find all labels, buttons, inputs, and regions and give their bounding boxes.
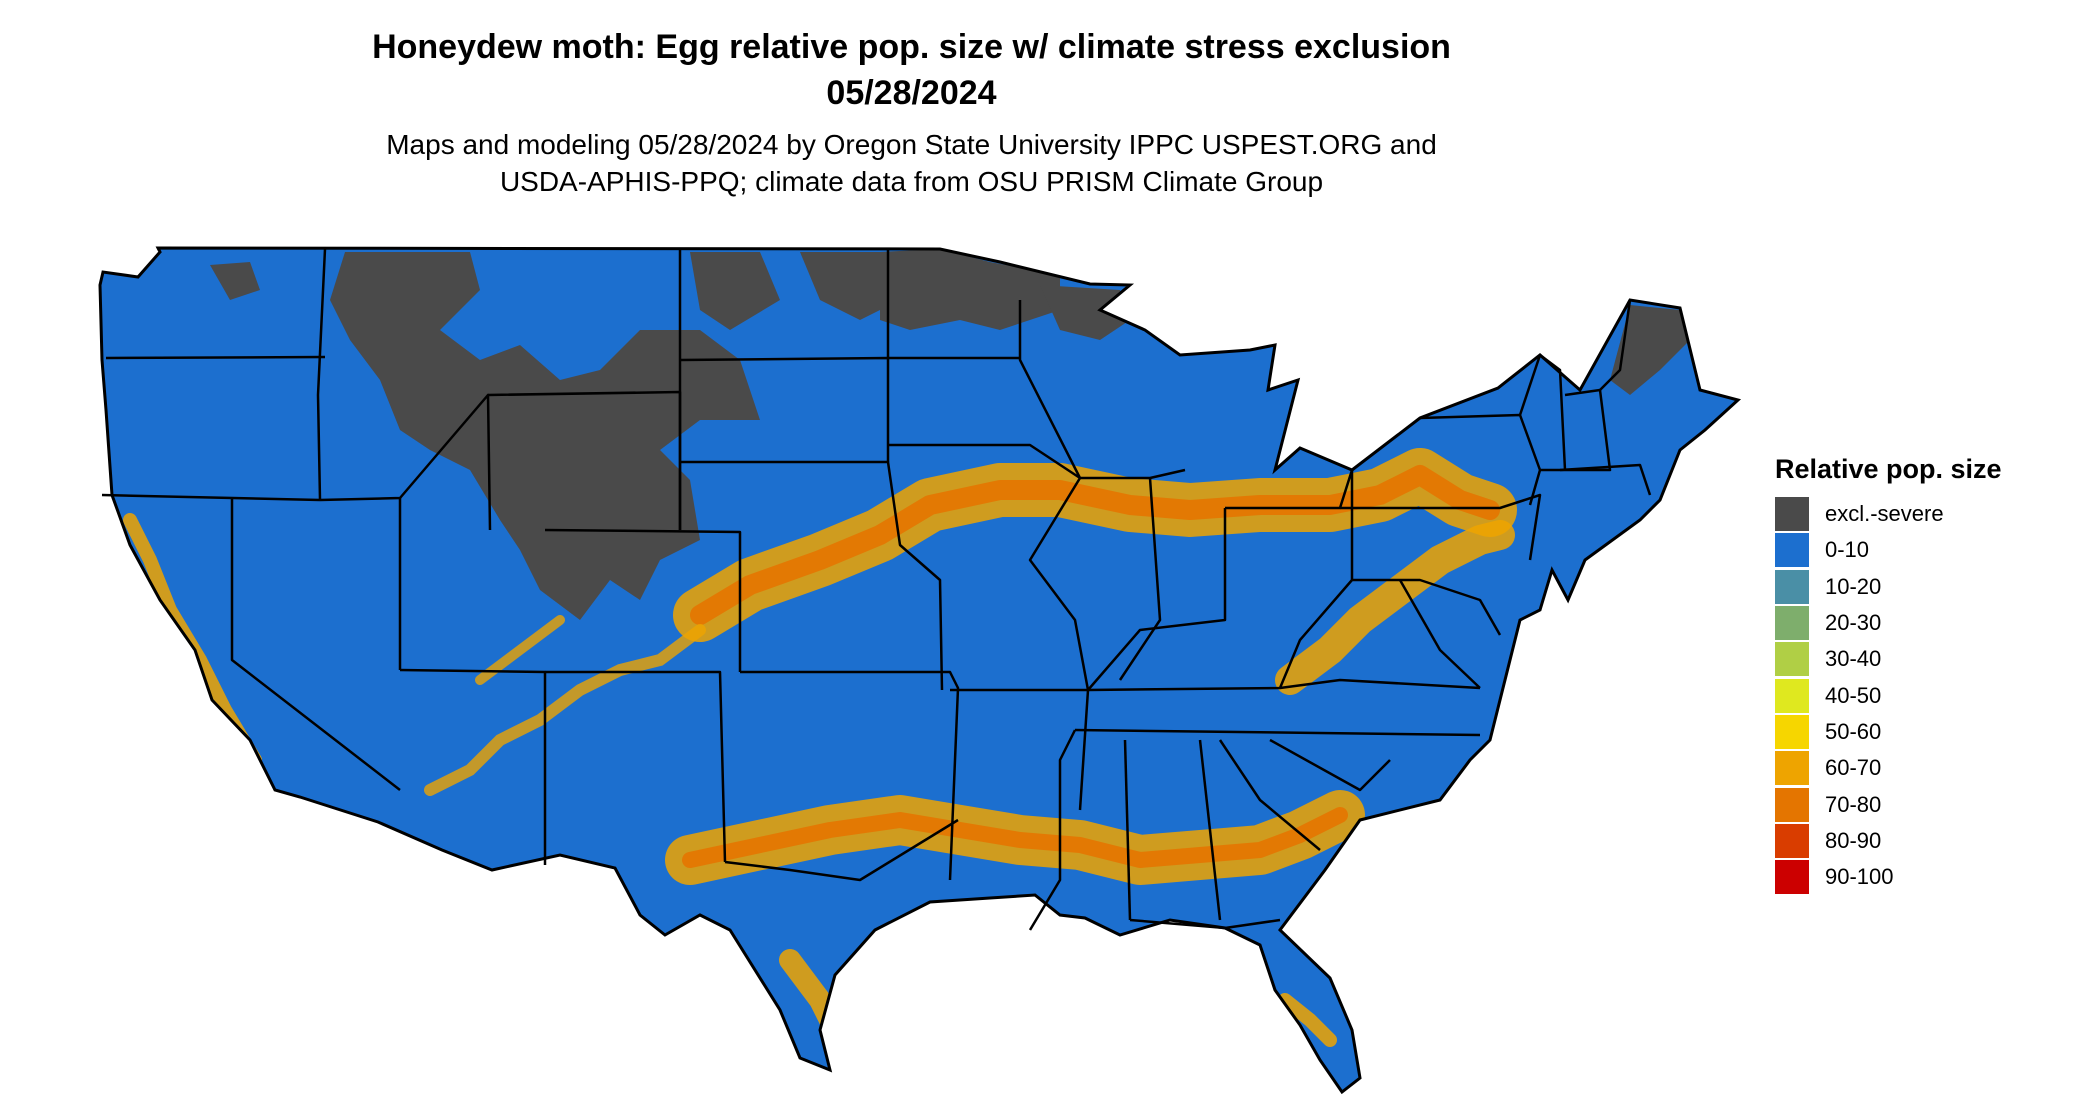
legend-swatch — [1775, 678, 1809, 713]
us-map — [98, 246, 1740, 1094]
legend-item: 20-30 — [1775, 605, 2075, 641]
legend-swatch — [1775, 642, 1809, 677]
legend-item: 60-70 — [1775, 750, 2075, 786]
state-boundaries — [101, 248, 1652, 931]
subtitle-line-2: USDA-APHIS-PPQ; climate data from OSU PR… — [499, 166, 1324, 197]
legend-item: 40-50 — [1775, 677, 2075, 713]
legend-item: 30-40 — [1775, 641, 2075, 677]
legend-label: 80-90 — [1825, 827, 1882, 853]
legend-swatch — [1775, 787, 1809, 822]
legend-label: 50-60 — [1825, 718, 1882, 744]
legend-label: 30-40 — [1825, 646, 1882, 672]
legend-items: excl.-severe 0-10 10-20 20-30 30-40 40-50 50-6… — [1775, 496, 2075, 895]
legend-swatch — [1775, 823, 1809, 858]
habitat-band-appalachian — [1275, 520, 1515, 695]
legend-label: 10-20 — [1825, 573, 1882, 599]
legend-swatch — [1775, 751, 1809, 786]
habitat-band-florida — [1278, 993, 1337, 1047]
title-line-1: Honeydew moth: Egg relative pop. size w/… — [372, 28, 1451, 66]
legend-swatch — [1775, 714, 1809, 749]
subtitle-line-1: Maps and modeling 05/28/2024 by Oregon S… — [386, 129, 1437, 160]
legend-item: 10-20 — [1775, 569, 2075, 605]
excluded-areas — [210, 249, 1690, 620]
legend-swatch — [1775, 860, 1809, 895]
habitat-band-southwest — [424, 624, 706, 796]
legend-item: 50-60 — [1775, 714, 2075, 750]
legend: Relative pop. size excl.-severe 0-10 10-20… — [1775, 452, 2075, 895]
legend-item: 90-100 — [1775, 859, 2075, 895]
legend-swatch — [1775, 606, 1809, 641]
legend-item: 70-80 — [1775, 786, 2075, 822]
habitat-band-south-core — [682, 807, 1348, 868]
map-title: Honeydew moth: Egg relative pop. size w/… — [0, 24, 1823, 116]
legend-label: 20-30 — [1825, 610, 1882, 636]
legend-title: Relative pop. size — [1775, 454, 2002, 484]
habitat-band-utah — [475, 615, 565, 685]
legend-label: 40-50 — [1825, 682, 1882, 708]
legend-item: 0-10 — [1775, 532, 2075, 568]
legend-label: 90-100 — [1825, 864, 1894, 890]
legend-swatch — [1775, 569, 1809, 604]
legend-label: 70-80 — [1825, 791, 1882, 817]
legend-label: 60-70 — [1825, 755, 1882, 781]
title-date: 05/28/2024 — [826, 74, 997, 112]
habitat-band-north-core — [690, 465, 1500, 625]
map-subtitle: Maps and modeling 05/28/2024 by Oregon S… — [0, 126, 1823, 200]
legend-item: excl.-severe — [1775, 496, 2075, 532]
legend-label: 0-10 — [1825, 537, 1870, 563]
legend-item: 80-90 — [1775, 823, 2075, 859]
legend-swatch — [1775, 533, 1809, 568]
legend-label: excl.-severe — [1825, 501, 1944, 527]
legend-swatch — [1775, 497, 1809, 532]
